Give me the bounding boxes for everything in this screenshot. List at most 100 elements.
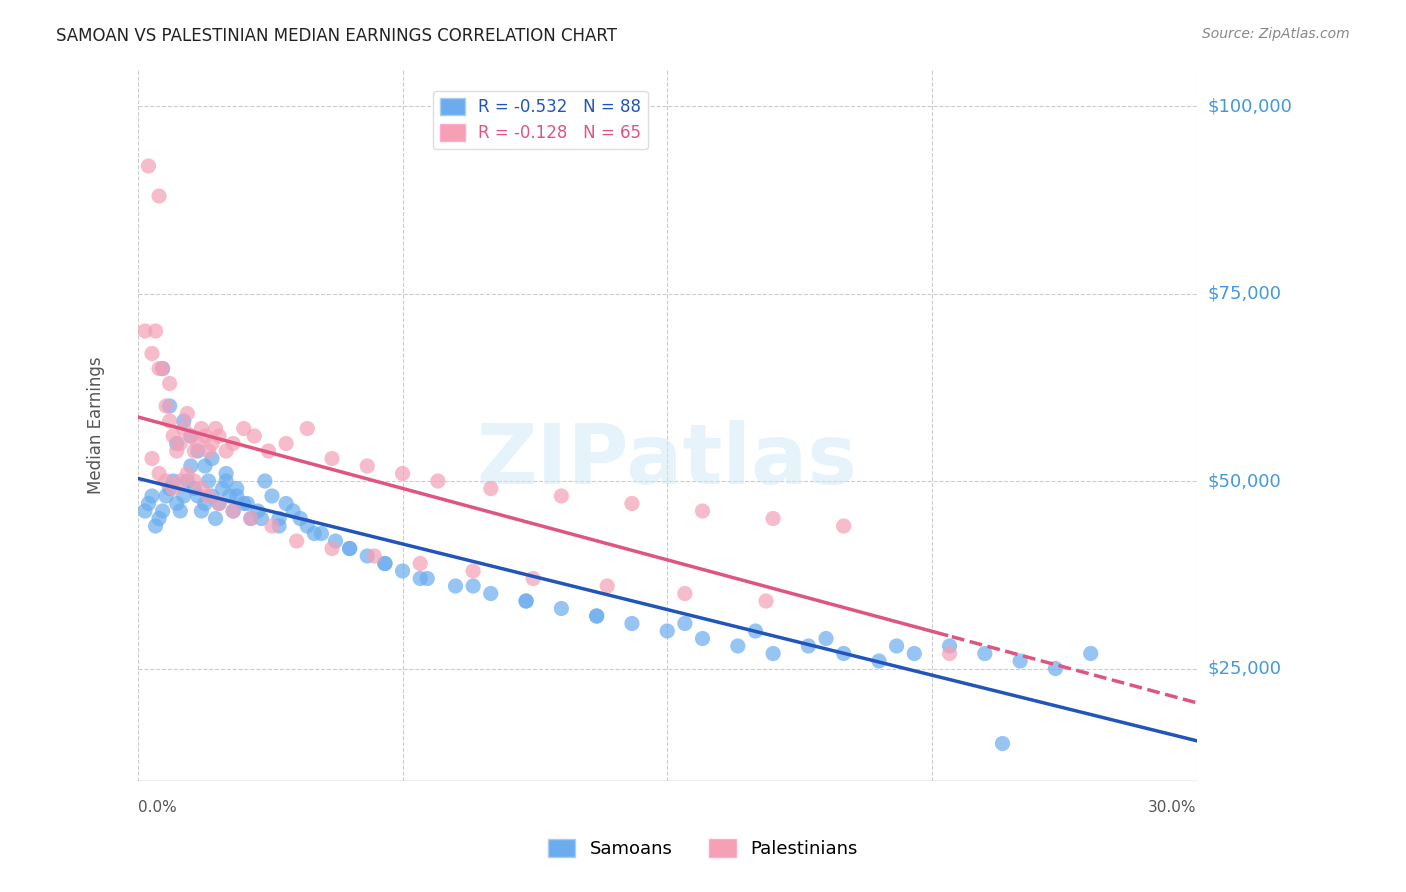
Point [285, 534, 308, 549]
Point [138, 496, 160, 510]
Point [148, 467, 170, 481]
Point [239, 511, 262, 525]
Point [585, 609, 607, 624]
Point [222, 504, 245, 518]
Point [903, 647, 925, 661]
Point [190, 504, 212, 518]
Point [201, 451, 224, 466]
Point [166, 436, 188, 450]
Point [211, 482, 233, 496]
Point [479, 586, 502, 600]
Point [152, 361, 174, 376]
Legend: R = -0.532   N = 88, R = -0.128   N = 65: R = -0.532 N = 88, R = -0.128 N = 65 [433, 91, 648, 149]
Point [134, 324, 156, 338]
Text: $50,000: $50,000 [1208, 472, 1281, 490]
Point [176, 474, 198, 488]
Point [155, 474, 177, 488]
Point [274, 496, 297, 510]
Point [1080, 647, 1102, 661]
Point [832, 519, 855, 533]
Point [973, 647, 995, 661]
Point [187, 489, 209, 503]
Point [222, 436, 245, 450]
Point [204, 421, 226, 435]
Point [145, 519, 167, 533]
Text: $75,000: $75,000 [1208, 285, 1282, 302]
Point [215, 474, 238, 488]
Point [215, 467, 238, 481]
Point [187, 436, 209, 450]
Point [297, 519, 319, 533]
Point [162, 482, 184, 496]
Point [515, 594, 537, 608]
Point [138, 159, 160, 173]
Point [141, 489, 163, 503]
Point [187, 444, 209, 458]
Point [274, 436, 297, 450]
Point [232, 421, 254, 435]
Point [550, 489, 572, 503]
Point [304, 526, 326, 541]
Point [762, 511, 785, 525]
Point [479, 482, 502, 496]
Point [190, 421, 212, 435]
Point [290, 511, 312, 525]
Point [585, 609, 607, 624]
Point [159, 399, 181, 413]
Point [197, 489, 219, 503]
Point [297, 421, 319, 435]
Point [515, 594, 537, 608]
Point [180, 458, 202, 473]
Point [246, 504, 269, 518]
Point [176, 407, 198, 421]
Point [321, 541, 343, 556]
Point [339, 541, 361, 556]
Point [159, 414, 181, 428]
Point [444, 579, 467, 593]
Point [145, 324, 167, 338]
Point [409, 557, 432, 571]
Text: Median Earnings: Median Earnings [87, 356, 104, 493]
Point [409, 572, 432, 586]
Point [356, 458, 378, 473]
Point [169, 504, 191, 518]
Point [180, 429, 202, 443]
Point [374, 557, 396, 571]
Point [374, 557, 396, 571]
Point [208, 429, 231, 443]
Point [148, 189, 170, 203]
Point [218, 489, 240, 503]
Point [267, 519, 290, 533]
Point [673, 586, 696, 600]
Point [183, 474, 205, 488]
Point [155, 489, 177, 503]
Point [311, 526, 333, 541]
Point [208, 496, 231, 510]
Text: 0.0%: 0.0% [138, 799, 177, 814]
Point [620, 616, 643, 631]
Point [169, 436, 191, 450]
Point [148, 361, 170, 376]
Point [152, 361, 174, 376]
Point [183, 444, 205, 458]
Point [201, 436, 224, 450]
Text: $25,000: $25,000 [1208, 659, 1282, 678]
Point [134, 504, 156, 518]
Point [522, 572, 544, 586]
Point [215, 444, 238, 458]
Point [260, 489, 283, 503]
Point [363, 549, 385, 563]
Point [194, 429, 217, 443]
Point [204, 511, 226, 525]
Point [169, 474, 191, 488]
Point [744, 624, 766, 638]
Point [1010, 654, 1032, 668]
Point [463, 579, 485, 593]
Point [391, 467, 413, 481]
Point [356, 549, 378, 563]
Point [250, 511, 273, 525]
Point [391, 564, 413, 578]
Point [325, 534, 347, 549]
Point [225, 482, 247, 496]
Point [201, 489, 224, 503]
